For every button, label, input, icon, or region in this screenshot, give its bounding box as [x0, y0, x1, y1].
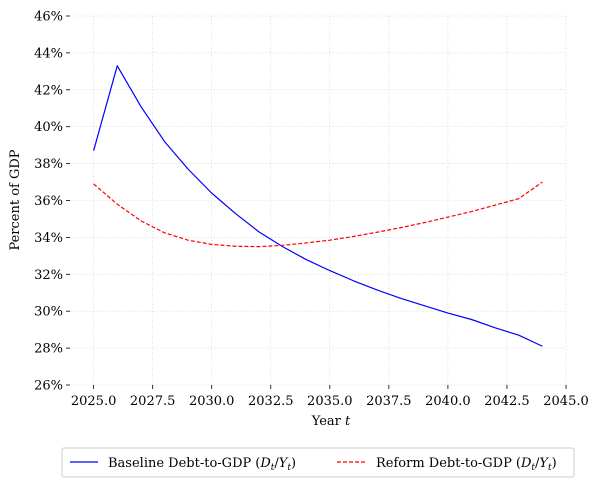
x-axis: 2025.0 2027.5 2030.0 2032.5 2035.0 2037.5 2040…: [71, 385, 589, 409]
legend-label-baseline-name: Baseline Debt-to-GDP: [108, 456, 251, 471]
x-tick-label: 2042.5: [484, 394, 530, 409]
x-tick-label: 2040.0: [425, 394, 471, 409]
series-lines: [93, 65, 543, 347]
legend-label-reform-name: Reform Debt-to-GDP: [376, 456, 512, 471]
x-tick-label: 2037.5: [366, 394, 412, 409]
legend-box: [61, 447, 575, 478]
y-tick-label: 40%: [34, 120, 63, 135]
grid-lines: [70, 15, 567, 386]
x-axis-title: Year t: [311, 414, 351, 429]
x-tick-label: 2032.5: [248, 394, 294, 409]
y-tick-label: 42%: [34, 83, 63, 98]
x-tick-label: 2030.0: [189, 394, 235, 409]
legend-label-reform: Reform Debt-to-GDP (Dt/Yt): [376, 456, 557, 473]
x-tick-label: 2025.0: [71, 394, 117, 409]
y-tick-label: 32%: [34, 268, 63, 283]
x-tick-label: 2027.5: [130, 394, 176, 409]
series-line-baseline: [93, 65, 543, 347]
y-tick-label: 36%: [34, 194, 63, 209]
legend-label-reform-math: (Dt/Yt): [516, 456, 557, 473]
legend-label-baseline: Baseline Debt-to-GDP (Dt/Yt): [108, 456, 296, 473]
legend-label-baseline-math: (Dt/Yt): [255, 456, 296, 473]
y-axis: 26% 28% 30% 32% 34% 36% 38% 40% 42% 44% 46%: [34, 10, 70, 394]
x-axis-title-variable: t: [345, 414, 351, 429]
y-tick-label: 26%: [34, 379, 63, 394]
y-tick-label: 28%: [34, 342, 63, 357]
y-axis-title: Percent of GDP: [8, 149, 23, 250]
series-line-reform: [93, 181, 543, 248]
y-tick-label: 34%: [34, 231, 63, 246]
x-tick-label: 2045.0: [543, 394, 589, 409]
y-tick-label: 46%: [34, 10, 63, 25]
y-tick-label: 30%: [34, 305, 63, 320]
legend: Baseline Debt-to-GDP (Dt/Yt) Reform Debt-…: [61, 447, 575, 478]
y-tick-label: 44%: [34, 46, 63, 61]
y-tick-label: 38%: [34, 157, 63, 172]
x-axis-title-text: Year: [311, 414, 345, 429]
x-tick-label: 2035.0: [307, 394, 353, 409]
